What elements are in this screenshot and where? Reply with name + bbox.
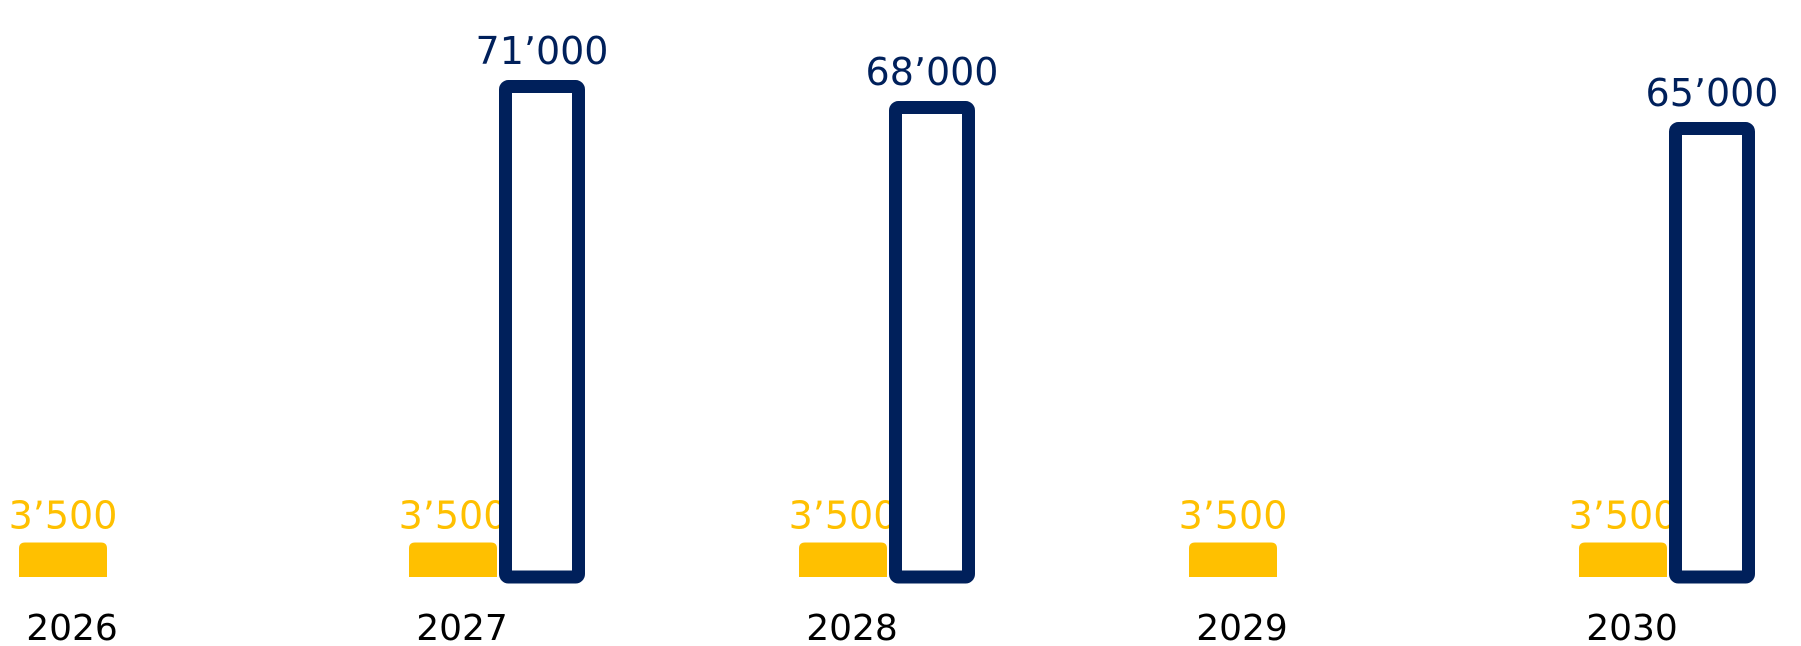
x-tick-label-2027: 2027 [416, 608, 508, 646]
data-label-yellow-2027: 3’500 [399, 494, 508, 538]
bar-navy-2027 [499, 80, 585, 584]
data-label-navy-2027: 71’000 [476, 29, 609, 73]
x-tick-label-2026: 2026 [26, 608, 118, 646]
x-tick-label-2029: 2029 [1196, 608, 1288, 646]
data-label-yellow-2026: 3’500 [9, 494, 118, 538]
data-label-yellow-2028: 3’500 [789, 494, 898, 538]
data-label-navy-2028: 68’000 [866, 50, 999, 94]
x-tick-label-2030: 2030 [1586, 608, 1678, 646]
bar-yellow-2029 [1189, 542, 1277, 577]
data-label-navy-2030: 65’000 [1646, 71, 1779, 115]
data-label-yellow-2029: 3’500 [1179, 494, 1288, 538]
bar-yellow-2027 [409, 542, 497, 577]
bar-yellow-2026 [19, 542, 107, 577]
bar-yellow-2030 [1579, 542, 1667, 577]
bar-navy-2030 [1669, 122, 1755, 584]
data-label-yellow-2030: 3’500 [1569, 494, 1678, 538]
x-tick-label-2028: 2028 [806, 608, 898, 646]
bar-yellow-2028 [799, 542, 887, 577]
bar-navy-2028 [889, 101, 975, 584]
